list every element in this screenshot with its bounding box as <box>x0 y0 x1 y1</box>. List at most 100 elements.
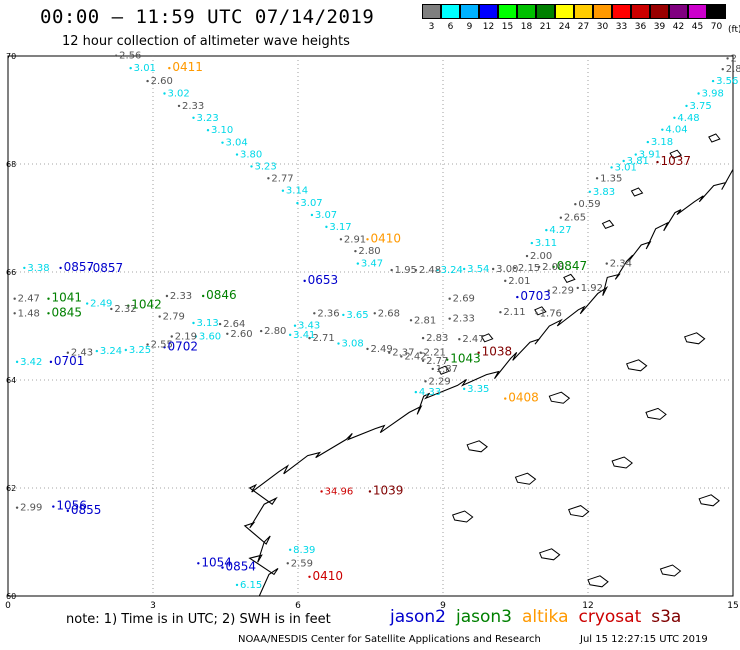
x-tick-label: 6 <box>295 601 301 611</box>
lake-outline <box>626 359 648 372</box>
timestamp-text: Jul 15 12:27:15 UTC 2019 <box>580 634 708 645</box>
track-dot <box>366 347 369 351</box>
track-dot <box>559 216 563 219</box>
wave-height-label: 2.77 <box>426 356 448 367</box>
legend-label: 30 <box>596 22 609 32</box>
track-dot <box>308 575 311 578</box>
legend-swatch: 15 <box>498 4 517 35</box>
wave-height-label: 2.99 <box>20 503 42 514</box>
map-frame <box>7 55 734 597</box>
legend-color-box <box>517 4 536 19</box>
lake-outline <box>539 548 561 561</box>
legend-label: 6 <box>447 22 454 32</box>
wave-height-label: 3.24 <box>100 346 122 357</box>
wave-height-label: 2.60 <box>151 76 173 87</box>
map-title: 00:00 – 11:59 UTC 07/14/2019 <box>40 6 375 28</box>
legend-swatch: 12 <box>479 4 498 35</box>
legend-swatch: 24 <box>555 4 574 35</box>
legend-label: 36 <box>634 22 647 32</box>
pass-time-label: 0701 <box>54 354 85 368</box>
wave-height-label: 2.55 <box>151 340 173 351</box>
track-dot <box>414 390 418 394</box>
track-dot <box>286 562 289 565</box>
island-outline <box>480 333 494 343</box>
wave-height-label: 2.33 <box>453 314 475 325</box>
wave-height-label: 2.37 <box>392 348 414 359</box>
legend-color-box <box>422 4 441 19</box>
wave-height-label: 2.59 <box>291 558 313 569</box>
track-dot <box>13 297 16 300</box>
wave-height-label: 2.33 <box>182 101 204 112</box>
track-dot <box>13 312 16 315</box>
track-dot <box>114 54 118 57</box>
track-dot <box>47 312 50 315</box>
pass-time-label: 0847 <box>557 259 588 273</box>
wave-height-label: 3.10 <box>211 125 233 136</box>
track-dot <box>129 66 132 70</box>
track-dot <box>293 324 297 327</box>
track-dot <box>409 319 413 322</box>
track-dot <box>15 506 19 509</box>
track-dot <box>221 141 224 144</box>
track-dot <box>95 349 99 353</box>
track-dot <box>436 268 439 272</box>
legend-unit: (ft) <box>728 25 740 35</box>
wave-height-label: 2.32 <box>114 304 136 315</box>
legend-label: 42 <box>672 22 685 32</box>
legend-color-box <box>688 4 707 19</box>
wave-height-label: 2.21 <box>424 348 446 359</box>
track-dot <box>516 295 519 299</box>
track-dot <box>320 490 323 493</box>
track-dot <box>288 548 292 551</box>
pass-time-label: 0857 <box>64 260 95 274</box>
track-dot <box>218 322 222 326</box>
pass-time-label: 1039 <box>373 483 404 497</box>
legend-swatch: 42 <box>669 4 688 35</box>
legend-swatch: 18 <box>517 4 536 35</box>
pass-time-label: 1043 <box>450 352 481 366</box>
track-dot <box>158 315 161 318</box>
wave-height-label: 3.42 <box>20 357 42 368</box>
legend-swatch: 6 <box>441 4 460 35</box>
wave-height-label: 3.17 <box>329 222 351 233</box>
wave-height-label: 2 <box>731 53 737 64</box>
track-dot <box>23 266 26 270</box>
track-dot <box>373 312 376 315</box>
satellite-legend: jason2 jason3 altika cryosat s3a <box>390 607 681 627</box>
pass-time-label: 0703 <box>520 289 551 303</box>
track-dot <box>165 294 169 298</box>
x-tick-label: 15 <box>727 601 738 611</box>
wave-height-label: 3.00 <box>496 264 518 275</box>
track-dot <box>721 68 724 71</box>
track-dot <box>499 311 502 314</box>
track-dot <box>414 268 418 272</box>
legend-color-box <box>707 4 726 19</box>
island-outline <box>630 187 644 197</box>
wave-height-label: 3.54 <box>467 264 489 275</box>
y-tick-label: 64 <box>6 376 16 385</box>
track-dot <box>354 249 357 253</box>
wave-height-label: 3.25 <box>129 345 151 356</box>
wave-height-label: 2.49 <box>371 344 393 355</box>
wave-height-label: 8.39 <box>293 545 315 556</box>
pass-time-label: 0410 <box>371 231 402 245</box>
legend-label: 24 <box>558 22 571 32</box>
track-dot <box>127 304 130 307</box>
track-dot <box>605 262 608 265</box>
wave-height-label: 6.15 <box>240 580 262 591</box>
y-tick-label: 70 <box>6 52 16 61</box>
track-dot <box>462 267 466 271</box>
track-dot <box>192 321 195 325</box>
track-dot <box>622 159 625 163</box>
track-dot <box>66 351 70 354</box>
track-dot <box>177 104 181 108</box>
wave-height-label: 3.35 <box>467 384 489 395</box>
track-dot <box>576 286 579 290</box>
wave-height-label: 1.35 <box>600 173 622 184</box>
wave-height-label: 2.56 <box>119 51 141 62</box>
y-tick-label: 60 <box>6 592 16 601</box>
island-outline <box>563 273 576 284</box>
wave-height-label: 2.91 <box>344 234 366 245</box>
wave-height-label: 2.15 <box>518 263 540 274</box>
